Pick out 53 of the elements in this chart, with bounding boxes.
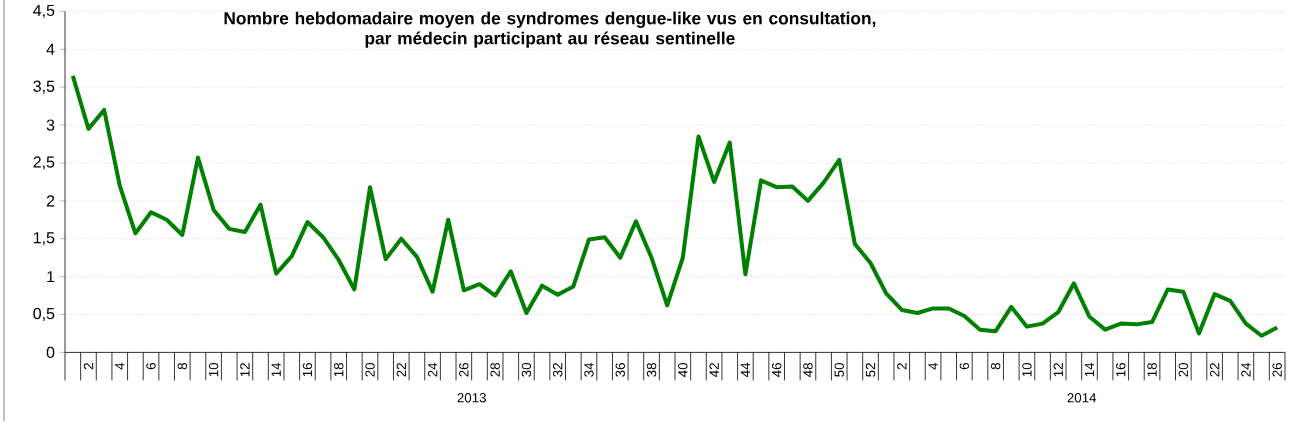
y-tick-label: 4 bbox=[46, 43, 55, 55]
x-tick-label: 4 bbox=[928, 362, 938, 370]
x-tick-label: 22 bbox=[396, 363, 406, 377]
y-tick-label: 4,5 bbox=[33, 4, 55, 19]
x-tick-label: 34 bbox=[584, 362, 594, 377]
x-tick-label: 4 bbox=[115, 362, 125, 370]
x-tick-label: 44 bbox=[740, 362, 750, 378]
text: 2013 bbox=[457, 393, 486, 403]
x-tick-label: 22 bbox=[1209, 363, 1220, 377]
x-tick-label: 46 bbox=[771, 363, 782, 378]
text: 2014 bbox=[1067, 393, 1097, 403]
x-tick-label: 16 bbox=[302, 363, 313, 377]
x-tick-label: 26 bbox=[1272, 363, 1282, 377]
x-tick-label: 42 bbox=[709, 363, 719, 378]
x-tick-label: 10 bbox=[1022, 363, 1032, 377]
x-tick-label: 6 bbox=[146, 363, 156, 370]
y-tick-label: 0 bbox=[46, 346, 55, 359]
y-tick-label: 0,5 bbox=[33, 308, 55, 322]
x-tick-label: 30 bbox=[521, 363, 532, 377]
x-tick-label: 2 bbox=[83, 363, 94, 370]
y-tick-label: 1,5 bbox=[33, 232, 55, 246]
x-tick-label: 6 bbox=[959, 363, 970, 370]
x-tick-label: 50 bbox=[834, 363, 844, 377]
x-tick-label: 40 bbox=[678, 363, 688, 378]
x-tick-label: 32 bbox=[552, 363, 563, 377]
x-tick-label: 52 bbox=[865, 363, 876, 377]
y-tick-label: 2 bbox=[46, 195, 55, 207]
x-tick-label: 8 bbox=[177, 363, 188, 370]
y-tick-label: 3 bbox=[46, 119, 55, 131]
x-tick-label: 24 bbox=[1241, 362, 1251, 377]
x-tick-label: 12 bbox=[240, 363, 250, 377]
x-tick-label: 18 bbox=[334, 363, 344, 377]
x-tick-label: 2 bbox=[897, 363, 907, 370]
x-tick-label: 8 bbox=[990, 363, 1001, 370]
y-tick-label: 2,5 bbox=[33, 156, 55, 170]
x-tick-label: 14 bbox=[1084, 362, 1095, 377]
x-tick-label: 20 bbox=[365, 363, 375, 377]
y-tick-label: 1 bbox=[47, 271, 55, 283]
x-tick-label: 36 bbox=[615, 363, 625, 377]
x-tick-label: 28 bbox=[490, 363, 500, 377]
x-tick-label: 10 bbox=[208, 363, 219, 377]
x-tick-label: 26 bbox=[459, 363, 469, 377]
x-tick-label: 12 bbox=[1053, 363, 1063, 377]
x-tick-label: 20 bbox=[1178, 363, 1189, 377]
x-tick-label: 16 bbox=[1116, 363, 1126, 377]
x-tick-label: 14 bbox=[271, 362, 281, 377]
line-series bbox=[70, 73, 1280, 338]
text: Nombre hebdomadaire moyen de syndromes dengue-like vus en consultation, par médecin participant au réseau sentinelle bbox=[224, 11, 876, 48]
x-tick-label: 48 bbox=[803, 363, 813, 378]
y-tick-label: 3,5 bbox=[33, 80, 55, 94]
x-tick-label: 18 bbox=[1147, 363, 1157, 377]
x-tick-label: 24 bbox=[427, 362, 438, 377]
x-tick-label: 38 bbox=[646, 363, 657, 377]
